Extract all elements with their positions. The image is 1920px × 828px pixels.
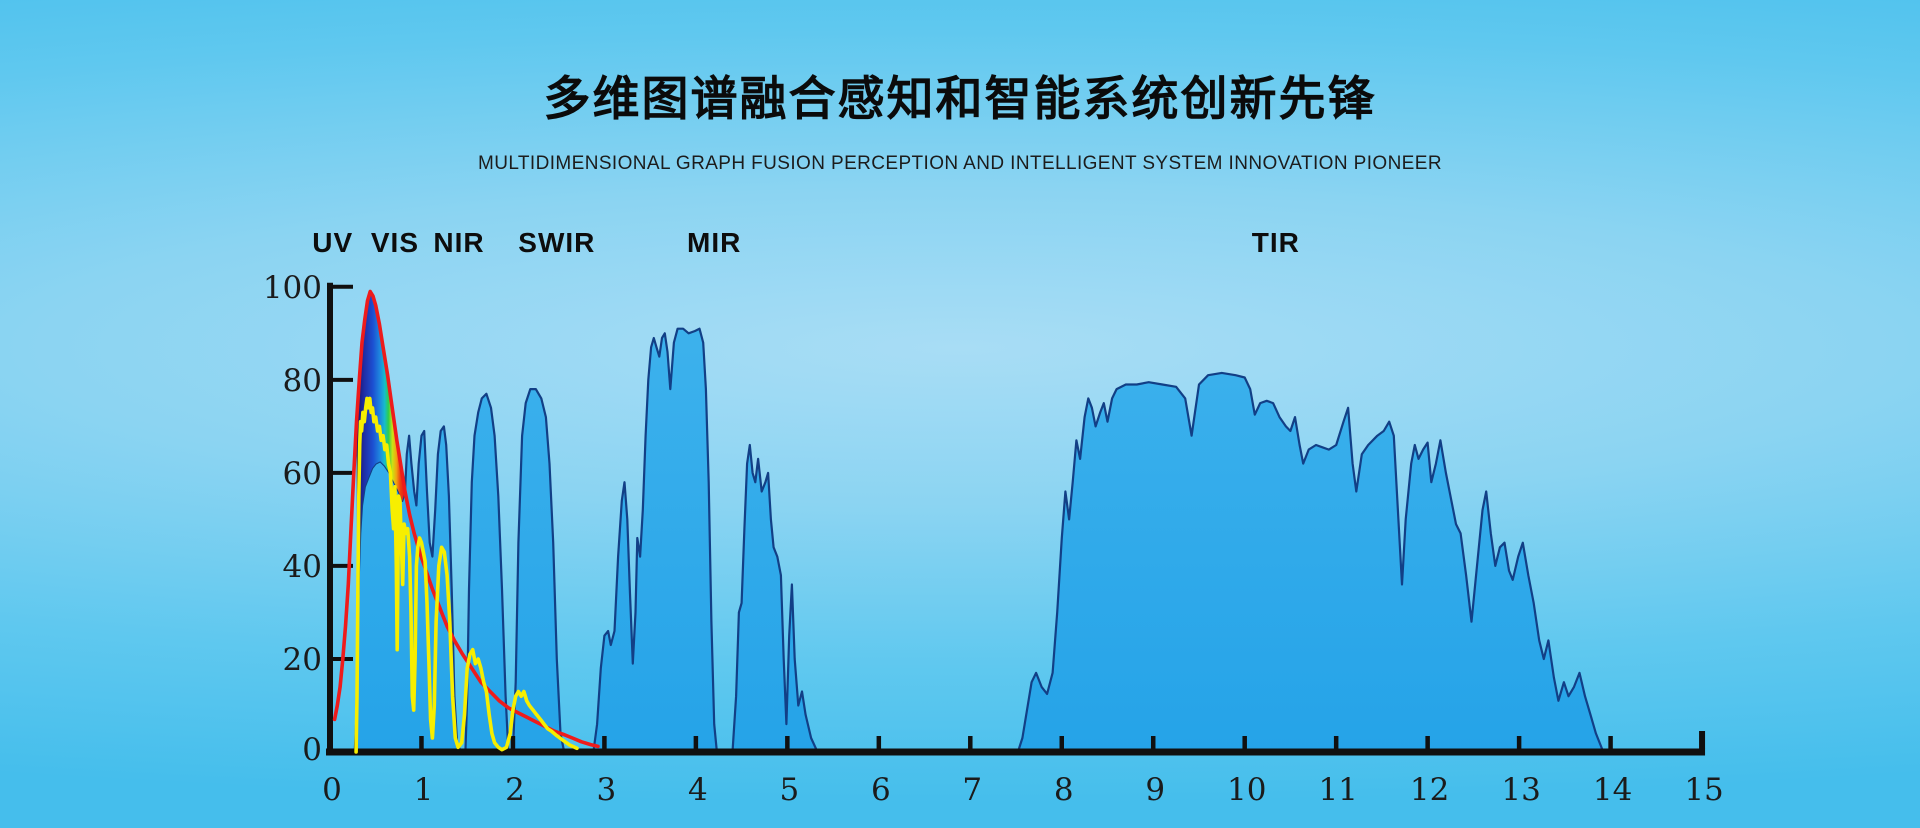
x-tick-label: 13 xyxy=(1501,772,1540,808)
band-label-nir: NIR xyxy=(433,227,484,258)
x-tick-label: 9 xyxy=(1145,772,1165,808)
y-tick-label: 100 xyxy=(263,270,322,306)
x-tick-label: 2 xyxy=(505,772,525,808)
x-tick-label: 8 xyxy=(1054,772,1074,808)
visible-spectrum-band xyxy=(356,291,405,650)
x-tick-label: 0 xyxy=(322,772,342,808)
y-tick-label: 20 xyxy=(283,642,322,678)
band-label-swir: SWIR xyxy=(518,227,595,258)
band-label-mir: MIR xyxy=(687,227,741,258)
x-tick-label: 4 xyxy=(688,772,708,808)
y-tick-label: 60 xyxy=(283,456,322,492)
y-tick-label: 80 xyxy=(283,363,322,399)
x-tick-label: 11 xyxy=(1318,772,1357,808)
y-tick-label: 40 xyxy=(283,549,322,585)
transmission-windows-area xyxy=(353,327,1621,754)
band-label-uv: UV xyxy=(312,227,353,258)
x-tick-label: 6 xyxy=(871,772,891,808)
y-tick-label: 0 xyxy=(302,732,322,768)
x-tick-label: 7 xyxy=(962,772,982,808)
x-tick-label: 14 xyxy=(1593,772,1632,808)
page-subtitle: MULTIDIMENSIONAL GRAPH FUSION PERCEPTION… xyxy=(478,153,1442,174)
band-label-vis: VIS xyxy=(371,227,419,258)
band-label-tir: TIR xyxy=(1252,227,1300,258)
x-tick-label: 12 xyxy=(1410,772,1449,808)
page-title: 多维图谱融合感知和智能系统创新先锋 xyxy=(543,72,1377,127)
x-tick-label: 5 xyxy=(779,772,799,808)
axes xyxy=(326,282,1706,756)
x-tick-label: 15 xyxy=(1684,772,1723,808)
x-tick-label: 3 xyxy=(597,772,617,808)
blackbody-curve xyxy=(332,289,600,749)
solar-spectrum-curve xyxy=(354,396,579,754)
x-tick-label: 1 xyxy=(414,772,434,808)
x-tick-label: 10 xyxy=(1227,772,1266,808)
